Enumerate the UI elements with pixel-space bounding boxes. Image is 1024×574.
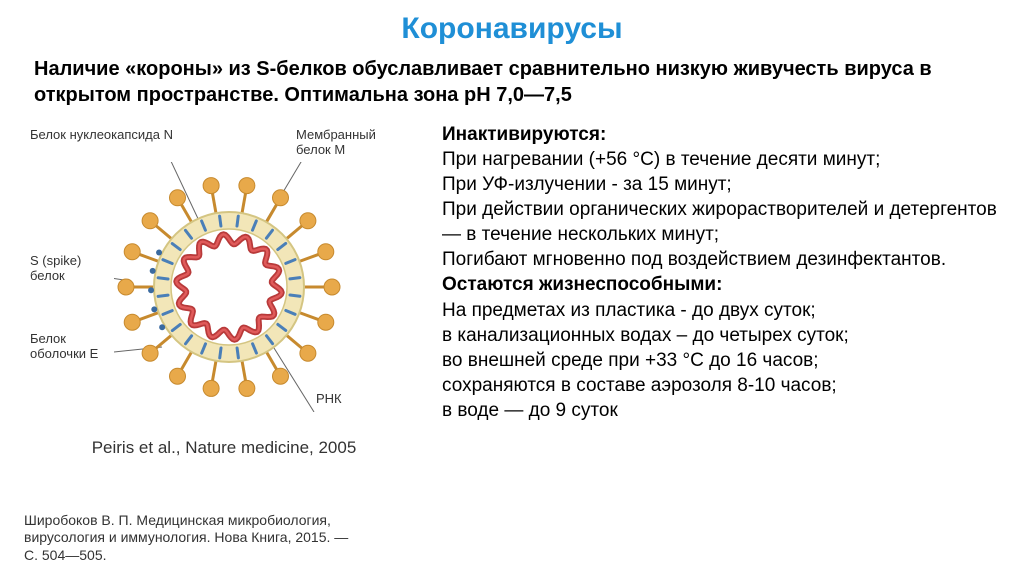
inactivated-line: При УФ-излучении - за 15 минут; bbox=[442, 172, 1000, 197]
viable-heading: Остаются жизнеспособными: bbox=[442, 272, 1000, 297]
subtitle-text: Наличие «короны» из S-белков обуславлива… bbox=[24, 56, 1000, 108]
viable-line: в воде — до 9 суток bbox=[442, 398, 1000, 423]
label-nucleocapsid: Белок нуклеокапсида N bbox=[30, 128, 173, 143]
label-membrane: Мембранный белок М bbox=[296, 128, 376, 158]
viable-list: На предметах из пластика - до двух суток… bbox=[442, 298, 1000, 423]
viable-line: во внешней среде при +33 °С до 16 часов; bbox=[442, 348, 1000, 373]
inactivated-heading: Инактивируются: bbox=[442, 122, 1000, 147]
inactivated-line: При действии органических жирорастворите… bbox=[442, 197, 1000, 247]
viable-line: сохраняются в составе аэрозоля 8-10 часо… bbox=[442, 373, 1000, 398]
inactivated-list: При нагревании (+56 °С) в течение десяти… bbox=[442, 147, 1000, 272]
footer-reference: Широбоков В. П. Медицинская микробиологи… bbox=[24, 512, 348, 565]
page-title: Коронавирусы bbox=[24, 12, 1000, 46]
label-spike: S (spike) белок bbox=[30, 254, 81, 284]
content-row: Белок нуклеокапсида N Мембранный белок М… bbox=[24, 122, 1000, 458]
inactivated-line: Погибают мгновенно под воздействием дези… bbox=[442, 247, 1000, 272]
viable-line: в канализационных водах – до четырех сут… bbox=[442, 323, 1000, 348]
viable-line: На предметах из пластика - до двух суток… bbox=[442, 298, 1000, 323]
left-column: Белок нуклеокапсида N Мембранный белок М… bbox=[24, 122, 424, 458]
label-envelope: Белок оболочки Е bbox=[30, 332, 98, 362]
right-column: Инактивируются: При нагревании (+56 °С) … bbox=[442, 122, 1000, 458]
inactivated-line: При нагревании (+56 °С) в течение десяти… bbox=[442, 147, 1000, 172]
diagram-citation: Peiris et al., Nature medicine, 2005 bbox=[24, 438, 424, 458]
virus-svg-icon bbox=[114, 162, 344, 412]
virus-diagram: Белок нуклеокапсида N Мембранный белок М… bbox=[24, 122, 424, 432]
